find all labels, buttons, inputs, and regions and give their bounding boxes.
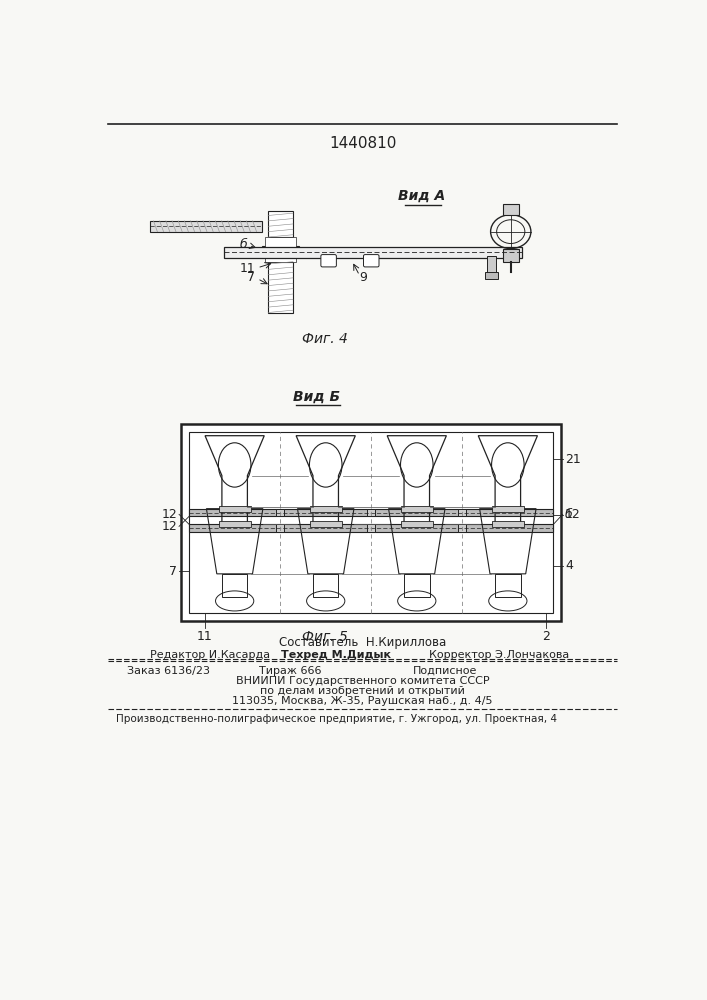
Bar [404, 574, 430, 597]
Text: Подписное: Подписное [413, 666, 477, 676]
Text: Редактор И.Касарда: Редактор И.Касарда [151, 650, 271, 660]
Bar [276, 509, 284, 516]
Text: Заказ 6136/23: Заказ 6136/23 [127, 666, 210, 676]
Text: Вид Б: Вид Б [293, 389, 341, 403]
Text: Фиг. 5: Фиг. 5 [302, 630, 348, 644]
Text: 7: 7 [247, 271, 255, 284]
Bar [268, 211, 293, 237]
FancyBboxPatch shape [321, 255, 337, 267]
Text: 21: 21 [565, 453, 580, 466]
Text: б: б [240, 238, 247, 251]
Text: 12: 12 [162, 508, 177, 521]
Bar [401, 521, 433, 527]
Bar [368, 524, 375, 532]
Text: Техред М.Дидык: Техред М.Дидык [281, 650, 392, 660]
Bar [151, 221, 262, 232]
Bar [458, 509, 466, 516]
Text: 7: 7 [170, 565, 177, 578]
Bar [222, 574, 247, 597]
Text: 2: 2 [542, 630, 549, 643]
Text: Составитель  Н.Кириллова: Составитель Н.Кириллова [279, 636, 446, 649]
Bar [503, 249, 518, 262]
Bar [276, 524, 284, 532]
Bar [218, 506, 250, 512]
Text: 4: 4 [565, 559, 573, 572]
Bar [189, 509, 554, 516]
Bar [310, 521, 341, 527]
Bar [262, 246, 299, 253]
Bar [486, 256, 496, 273]
Text: 1440810: 1440810 [329, 136, 397, 151]
Text: 11: 11 [239, 262, 255, 275]
Bar [268, 262, 293, 312]
Bar [182, 424, 561, 620]
Text: Производственно-полиграфическое предприятие, г. Ужгород, ул. Проектная, 4: Производственно-полиграфическое предприя… [115, 714, 556, 724]
Bar [495, 574, 520, 597]
Text: Корректор Э.Лончакова: Корректор Э.Лончакова [429, 650, 569, 660]
Text: 11: 11 [197, 630, 213, 643]
FancyBboxPatch shape [363, 255, 379, 267]
Bar [401, 506, 433, 512]
Text: 12: 12 [162, 520, 177, 533]
Bar [368, 509, 375, 516]
Bar [265, 237, 296, 262]
Bar [218, 521, 250, 527]
Bar [458, 524, 466, 532]
Bar [189, 432, 554, 613]
Bar [492, 521, 524, 527]
Text: по делам изобретений и открытий: по делам изобретений и открытий [260, 686, 465, 696]
Bar [310, 506, 341, 512]
Text: 113035, Москва, Ж-35, Раушская наб., д. 4/5: 113035, Москва, Ж-35, Раушская наб., д. … [233, 696, 493, 706]
Bar [189, 524, 554, 532]
Text: Тираж 666: Тираж 666 [259, 666, 321, 676]
Text: Вид А: Вид А [398, 189, 445, 203]
Text: 12: 12 [565, 508, 580, 521]
Bar [224, 247, 522, 258]
Bar [503, 204, 518, 215]
Text: б: б [565, 508, 573, 521]
Text: Фиг. 4: Фиг. 4 [302, 332, 348, 346]
Text: ВНИИПИ Государственного комитета СССР: ВНИИПИ Государственного комитета СССР [236, 676, 489, 686]
Bar [313, 574, 339, 597]
Bar [492, 506, 524, 512]
Bar [485, 272, 498, 279]
Text: 9: 9 [360, 271, 368, 284]
